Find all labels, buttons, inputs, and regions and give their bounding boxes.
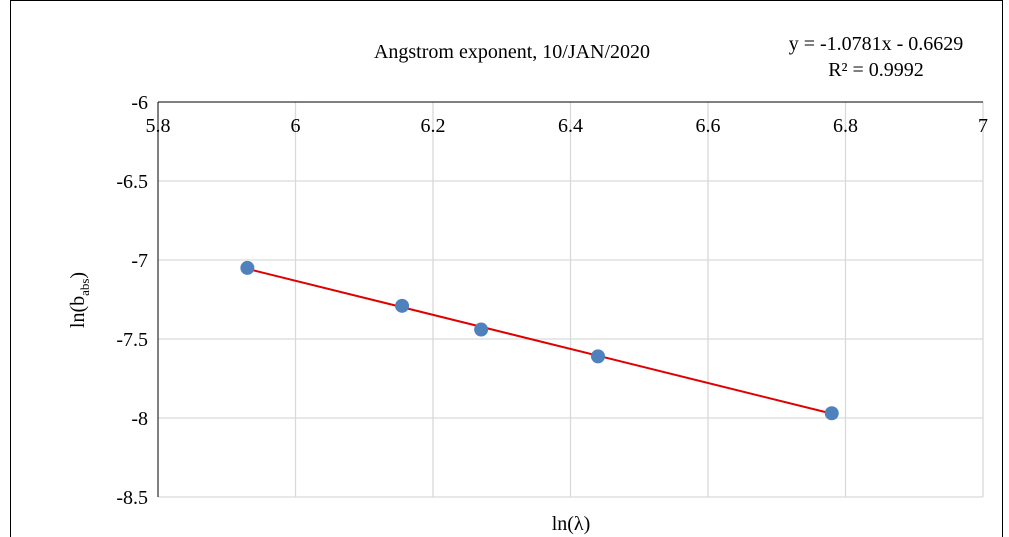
- data-point: [474, 322, 489, 337]
- y-tick-label: -6.5: [116, 171, 148, 193]
- y-axis-label-main: ln(b: [67, 296, 89, 328]
- y-tick-label: -8: [131, 408, 148, 430]
- trendline-equation: y = -1.0781x - 0.6629: [789, 33, 964, 55]
- y-tick-label: -8.5: [116, 487, 148, 509]
- x-tick-label: 6.6: [696, 115, 721, 137]
- x-tick-label: 6.2: [421, 115, 446, 137]
- x-tick-label: 6: [291, 115, 301, 137]
- data-point: [824, 406, 839, 421]
- chart-frame: [10, 0, 1003, 537]
- x-tick-label: 6.4: [558, 115, 583, 137]
- x-tick-label: 5.8: [146, 115, 171, 137]
- x-tick-label: 7: [978, 115, 988, 137]
- y-axis-label: ln(babs): [67, 272, 92, 328]
- chart-title: Angstrom exponent, 10/JAN/2020: [374, 41, 650, 63]
- y-tick-label: -6: [131, 92, 148, 114]
- data-point: [240, 260, 255, 275]
- x-tick-label: 6.8: [833, 115, 858, 137]
- data-point: [395, 298, 410, 313]
- plot-area: -6 -6.5 -7 -7.5 -8 -8.5 5.8 6 6.2 6.4 6.6 6.8 7: [116, 92, 988, 509]
- x-axis-label: ln(λ): [552, 513, 591, 535]
- y-axis-label-close: ): [67, 272, 89, 279]
- data-point: [591, 349, 605, 364]
- y-axis-label-sub: abs: [77, 279, 92, 296]
- trendline: [247, 267, 832, 415]
- y-tick-label: -7: [131, 250, 148, 272]
- y-tick-label: -7.5: [116, 329, 148, 351]
- trendline-r2: R² = 0.9992: [828, 59, 924, 81]
